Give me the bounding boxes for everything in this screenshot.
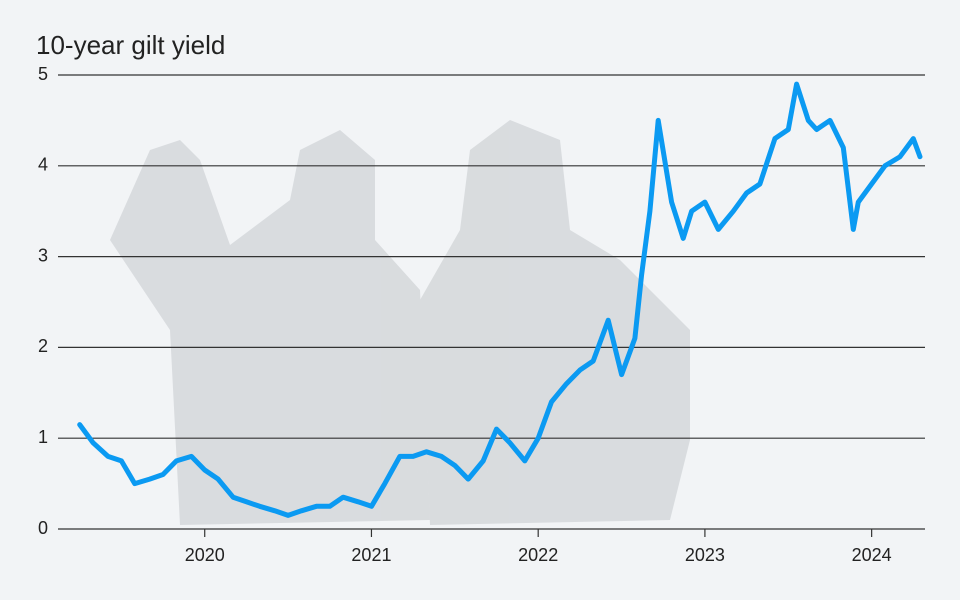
- y-tick-label: 0: [38, 518, 48, 538]
- y-tick-label: 5: [38, 64, 48, 84]
- x-tick-label: 2022: [518, 545, 558, 565]
- x-tick-label: 2021: [351, 545, 391, 565]
- x-tick-label: 2020: [185, 545, 225, 565]
- line-series: [77, 81, 923, 518]
- chart-title: 10-year gilt yield: [36, 30, 225, 60]
- y-tick-label: 4: [38, 155, 48, 175]
- x-tick-label: 2023: [685, 545, 725, 565]
- photo-backdrop: [110, 120, 690, 525]
- y-tick-label: 3: [38, 245, 48, 265]
- y-tick-label: 2: [38, 336, 48, 356]
- y-tick-label: 1: [38, 427, 48, 447]
- x-tick-label: 2024: [852, 545, 892, 565]
